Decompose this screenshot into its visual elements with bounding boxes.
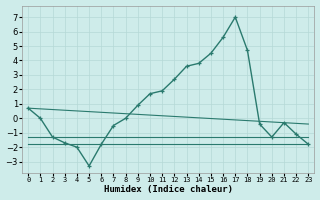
X-axis label: Humidex (Indice chaleur): Humidex (Indice chaleur) <box>104 185 233 194</box>
